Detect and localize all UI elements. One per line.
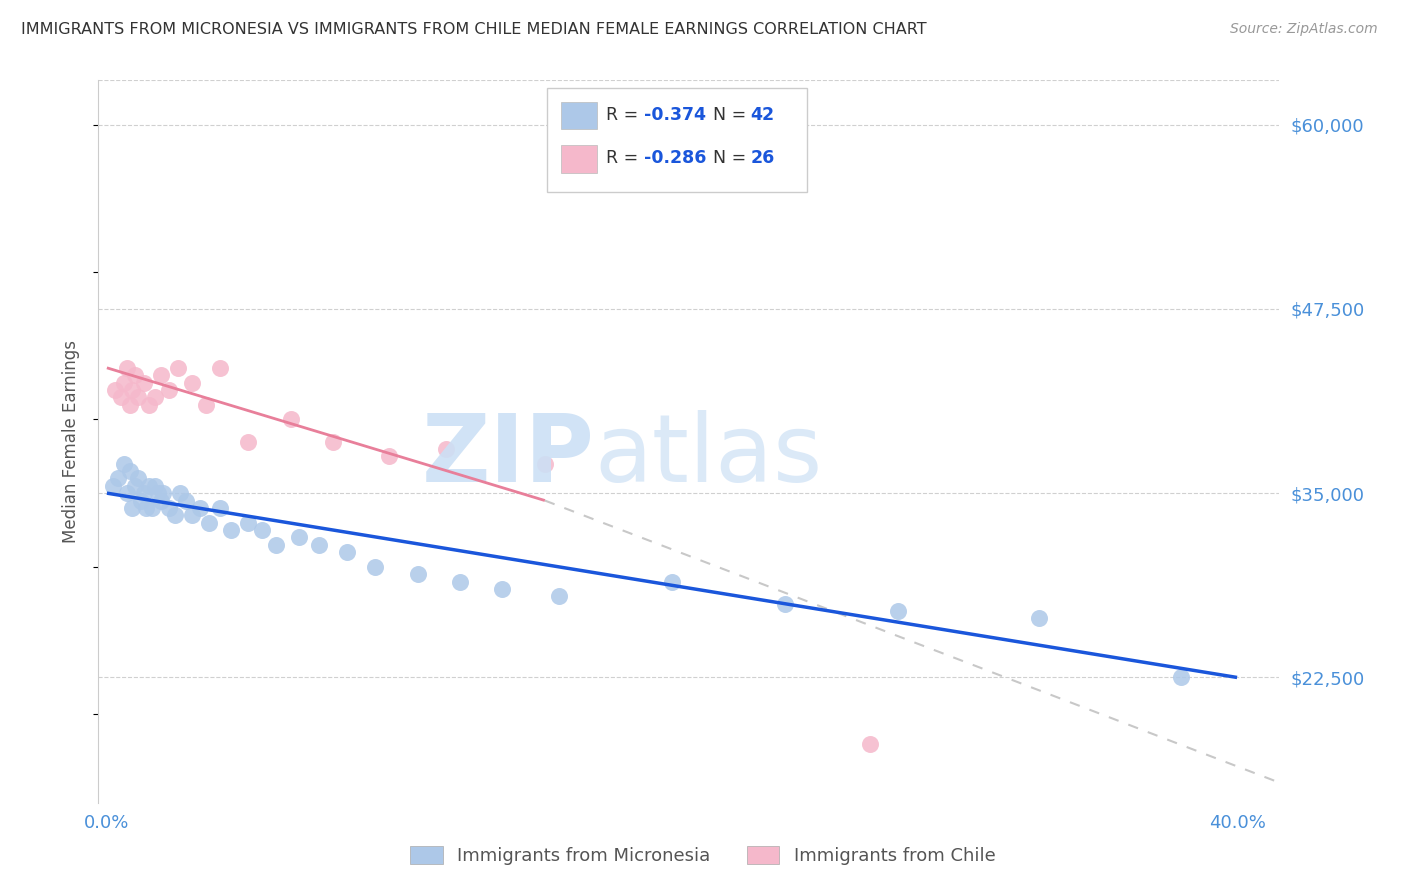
Point [121, 383, 143, 397]
Text: R =: R = [606, 106, 644, 124]
Point [132, 486, 155, 500]
Text: ZIP: ZIP [422, 410, 595, 502]
Point [406, 567, 429, 582]
Point [132, 376, 155, 390]
Text: atlas: atlas [595, 410, 823, 502]
Point [110, 390, 132, 404]
Legend: Immigrants from Micronesia, Immigrants from Chile: Immigrants from Micronesia, Immigrants f… [402, 837, 1004, 874]
Point [118, 464, 141, 478]
Text: R =: R = [606, 149, 644, 168]
Point [197, 516, 219, 530]
Point [188, 500, 211, 515]
Point [115, 360, 138, 375]
Point [252, 523, 274, 537]
Text: -0.286: -0.286 [644, 149, 706, 168]
Point [1028, 611, 1050, 625]
Text: 26: 26 [751, 149, 775, 168]
Point [118, 398, 141, 412]
Y-axis label: Median Female Earnings: Median Female Earnings [62, 340, 80, 543]
Point [633, 177, 655, 191]
Point [157, 383, 180, 397]
Point [180, 376, 202, 390]
Point [169, 486, 191, 500]
Point [194, 398, 217, 412]
Point [219, 523, 242, 537]
Point [288, 530, 311, 544]
Point [859, 737, 882, 751]
Point [129, 493, 152, 508]
Text: -0.374: -0.374 [644, 106, 706, 124]
Point [434, 442, 457, 456]
Point [141, 500, 163, 515]
Point [112, 457, 135, 471]
Point [378, 450, 401, 464]
Point [717, 161, 740, 176]
Point [152, 486, 174, 500]
Point [163, 508, 186, 523]
Point [135, 500, 157, 515]
Point [308, 538, 330, 552]
Point [143, 479, 166, 493]
Point [491, 582, 513, 596]
Point [280, 412, 302, 426]
Point [322, 434, 344, 449]
Point [104, 383, 127, 397]
Point [208, 360, 231, 375]
Point [238, 516, 260, 530]
Text: IMMIGRANTS FROM MICRONESIA VS IMMIGRANTS FROM CHILE MEDIAN FEMALE EARNINGS CORRE: IMMIGRANTS FROM MICRONESIA VS IMMIGRANTS… [21, 22, 927, 37]
Point [115, 486, 138, 500]
Point [138, 398, 160, 412]
Point [138, 479, 160, 493]
FancyBboxPatch shape [547, 87, 807, 193]
FancyBboxPatch shape [561, 102, 596, 129]
Point [101, 479, 124, 493]
Point [174, 493, 197, 508]
Point [112, 376, 135, 390]
Point [180, 508, 202, 523]
Point [166, 360, 188, 375]
Point [127, 390, 149, 404]
Point [1170, 670, 1192, 684]
Point [238, 434, 260, 449]
Point [266, 538, 288, 552]
Point [661, 574, 683, 589]
Point [336, 545, 359, 559]
Point [157, 500, 180, 515]
Text: N =: N = [713, 106, 751, 124]
Point [121, 500, 143, 515]
Point [887, 604, 910, 618]
Point [149, 368, 172, 383]
Point [208, 500, 231, 515]
Point [146, 486, 169, 500]
Text: Source: ZipAtlas.com: Source: ZipAtlas.com [1230, 22, 1378, 37]
Point [773, 597, 796, 611]
Text: 42: 42 [751, 106, 775, 124]
Point [107, 471, 129, 485]
Point [548, 590, 571, 604]
Point [449, 574, 471, 589]
Point [124, 368, 146, 383]
Text: N =: N = [713, 149, 751, 168]
Point [143, 390, 166, 404]
Point [364, 560, 387, 574]
Point [534, 457, 557, 471]
Point [124, 479, 146, 493]
FancyBboxPatch shape [561, 145, 596, 173]
Point [149, 493, 172, 508]
Point [127, 471, 149, 485]
